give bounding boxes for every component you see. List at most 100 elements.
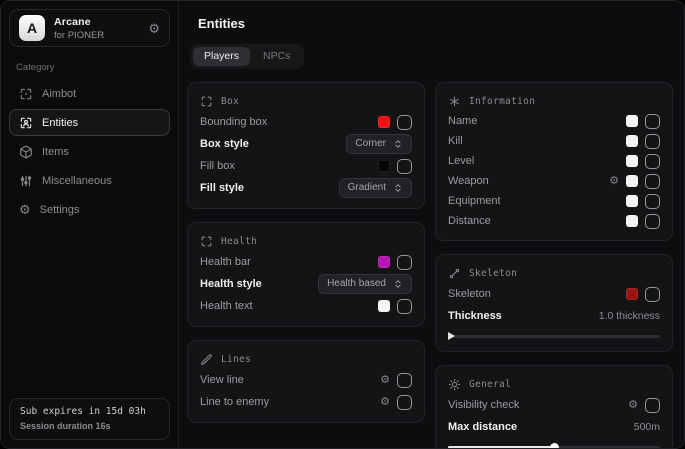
row-visibility-check: Visibility check ⚙	[448, 394, 660, 416]
row-kill: Kill	[448, 131, 660, 151]
panel-title: Lines	[221, 353, 252, 365]
bone-icon	[448, 267, 461, 280]
sidebar-item-miscellaneous[interactable]: Miscellaneous	[9, 167, 170, 194]
fill-style-dropdown[interactable]: Gradient	[338, 178, 412, 198]
panel-box: Box Bounding box Box style Corne	[187, 82, 425, 209]
row-max-distance: Max distance 500m	[448, 416, 660, 438]
right-column: Information Name Kill	[435, 82, 673, 448]
max-distance-value: 500m	[633, 421, 660, 433]
gear-icon[interactable]: ⚙	[628, 398, 638, 411]
setting-label: Equipment	[448, 195, 501, 207]
setting-label: Level	[448, 155, 475, 167]
panel-lines: Lines View line ⚙ Line to enemy ⚙	[187, 340, 425, 423]
panel-title: Skeleton	[469, 267, 518, 279]
gear-icon[interactable]: ⚙	[609, 174, 619, 187]
color-swatch[interactable]	[626, 175, 638, 187]
setting-label: Health text	[200, 300, 253, 312]
sliders-icon	[19, 174, 33, 188]
setting-label: Bounding box	[200, 116, 268, 128]
chevron-up-down-icon	[393, 279, 403, 289]
sidebar-item-label: Items	[42, 145, 69, 158]
checkbox[interactable]	[645, 193, 660, 209]
setting-label: Fill style	[200, 182, 245, 194]
checkbox[interactable]	[397, 298, 412, 314]
panel-health: Health Health bar Health style H	[187, 222, 425, 327]
checkbox[interactable]	[645, 286, 660, 302]
panel-title: Box	[221, 95, 240, 107]
gear-icon[interactable]: ⚙	[380, 395, 390, 408]
checkbox[interactable]	[397, 158, 412, 174]
panel-title: Health	[221, 235, 258, 247]
subscription-card: Sub expires in 15d 03h Session duration …	[9, 398, 170, 440]
tab-players[interactable]: Players	[193, 47, 251, 66]
panel-columns: Box Bounding box Box style Corne	[187, 82, 676, 448]
row-weapon: Weapon ⚙	[448, 171, 660, 191]
brand-card: A Arcane for PIONER ⚙	[9, 9, 170, 47]
color-swatch[interactable]	[378, 300, 390, 312]
sidebar-item-label: Settings	[39, 203, 80, 216]
max-distance-slider[interactable]	[448, 441, 660, 448]
page-title: Entities	[198, 16, 245, 31]
color-swatch[interactable]	[378, 160, 390, 172]
box-style-dropdown[interactable]: Corner	[346, 134, 412, 154]
checkbox[interactable]	[397, 114, 412, 130]
checkbox[interactable]	[645, 113, 660, 129]
gear-icon: ⚙	[19, 202, 31, 217]
panel-information-header: Information	[448, 91, 660, 111]
dropdown-value: Corner	[355, 138, 386, 149]
slider-fill	[448, 446, 554, 448]
color-swatch[interactable]	[626, 215, 638, 227]
setting-label: Thickness	[448, 310, 502, 322]
checkbox[interactable]	[645, 213, 660, 229]
slider-thumb[interactable]	[550, 443, 559, 448]
health-style-dropdown[interactable]: Health based	[318, 274, 412, 294]
chevron-up-down-icon	[393, 139, 403, 149]
checkbox[interactable]	[397, 254, 412, 270]
setting-label: Name	[448, 115, 478, 127]
slider-thumb[interactable]	[448, 332, 455, 340]
checkbox[interactable]	[645, 133, 660, 149]
sidebar-item-entities[interactable]: Entities	[9, 109, 170, 136]
color-swatch[interactable]	[626, 288, 638, 300]
sidebar-item-settings[interactable]: ⚙ Settings	[9, 196, 170, 223]
row-health-text: Health text	[200, 295, 412, 317]
color-swatch[interactable]	[378, 116, 390, 128]
sun-icon	[448, 378, 461, 391]
checkbox[interactable]	[645, 173, 660, 189]
sidebar-item-label: Miscellaneous	[42, 174, 112, 187]
checkbox[interactable]	[397, 372, 412, 388]
panel-general-header: General	[448, 374, 660, 394]
panel-lines-header: Lines	[200, 349, 412, 369]
row-skeleton: Skeleton	[448, 283, 660, 305]
panel-skeleton: Skeleton Skeleton Thickness 1.0 thicknes…	[435, 254, 673, 352]
cube-icon	[19, 145, 33, 159]
setting-label: Fill box	[200, 160, 235, 172]
color-swatch[interactable]	[378, 256, 390, 268]
gear-icon[interactable]: ⚙	[148, 20, 160, 36]
entities-scan-icon	[19, 116, 33, 130]
slider-track[interactable]	[448, 335, 660, 338]
checkbox[interactable]	[645, 153, 660, 169]
thickness-slider[interactable]	[448, 330, 660, 342]
row-name: Name	[448, 111, 660, 131]
color-swatch[interactable]	[626, 115, 638, 127]
sidebar: A Arcane for PIONER ⚙ Category Aimbot En…	[1, 1, 179, 448]
gear-icon[interactable]: ⚙	[380, 373, 390, 386]
row-fill-style: Fill style Gradient	[200, 177, 412, 199]
row-bounding-box: Bounding box	[200, 111, 412, 133]
color-swatch[interactable]	[626, 195, 638, 207]
tab-npcs[interactable]: NPCs	[263, 50, 291, 62]
checkbox[interactable]	[645, 397, 660, 413]
panel-general: General Visibility check ⚙ Max distance …	[435, 365, 673, 448]
row-health-bar: Health bar	[200, 251, 412, 273]
brand-title: Arcane	[54, 15, 91, 28]
brand-text: Arcane for PIONER	[54, 16, 104, 41]
row-box-style: Box style Corner	[200, 133, 412, 155]
checkbox[interactable]	[397, 394, 412, 410]
sidebar-item-items[interactable]: Items	[9, 138, 170, 165]
sidebar-item-aimbot[interactable]: Aimbot	[9, 80, 170, 107]
setting-label: Kill	[448, 135, 463, 147]
color-swatch[interactable]	[626, 155, 638, 167]
main-content: Entities Players NPCs Box Bounding box	[179, 1, 684, 448]
color-swatch[interactable]	[626, 135, 638, 147]
